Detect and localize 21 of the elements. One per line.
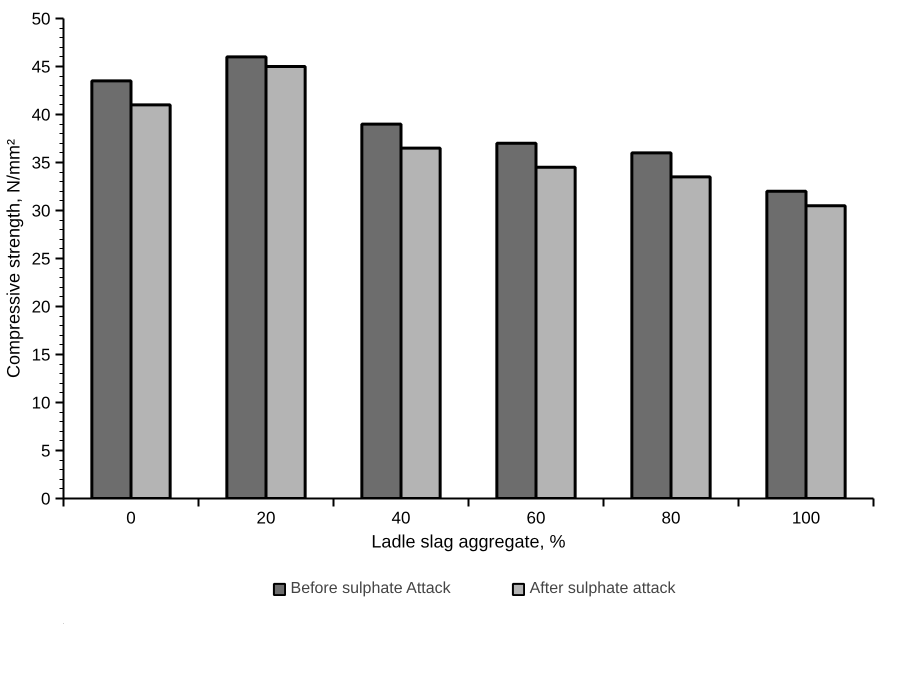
y-tick-label: 5 bbox=[41, 442, 51, 460]
y-tick-label: 25 bbox=[32, 250, 51, 268]
y-tick-label: 0 bbox=[41, 490, 51, 508]
x-tick-label: 60 bbox=[526, 508, 546, 528]
y-tick-label: 35 bbox=[32, 154, 51, 172]
y-axis-title: Compressive strength, N/mm² bbox=[4, 138, 24, 378]
y-tick-label: 15 bbox=[32, 346, 51, 364]
x-tick-label: 80 bbox=[662, 508, 680, 528]
x-axis-title: Ladle slag aggregate, % bbox=[371, 532, 566, 552]
x-tick-label: 20 bbox=[256, 508, 276, 528]
y-tick-label: 50 bbox=[32, 10, 51, 28]
y-tick-label: 10 bbox=[32, 394, 51, 412]
y-tick-label: 40 bbox=[32, 106, 51, 124]
y-tick-label: 30 bbox=[32, 202, 51, 220]
x-tick-label: 100 bbox=[792, 508, 820, 528]
legend-label: After sulphate attack bbox=[530, 580, 676, 598]
x-tick-label: 0 bbox=[126, 508, 136, 528]
y-tick-label: 45 bbox=[32, 58, 51, 76]
y-tick-label: 20 bbox=[32, 298, 51, 316]
legend-label: Before sulphate Attack bbox=[290, 580, 451, 598]
x-tick-label: 40 bbox=[392, 508, 410, 528]
